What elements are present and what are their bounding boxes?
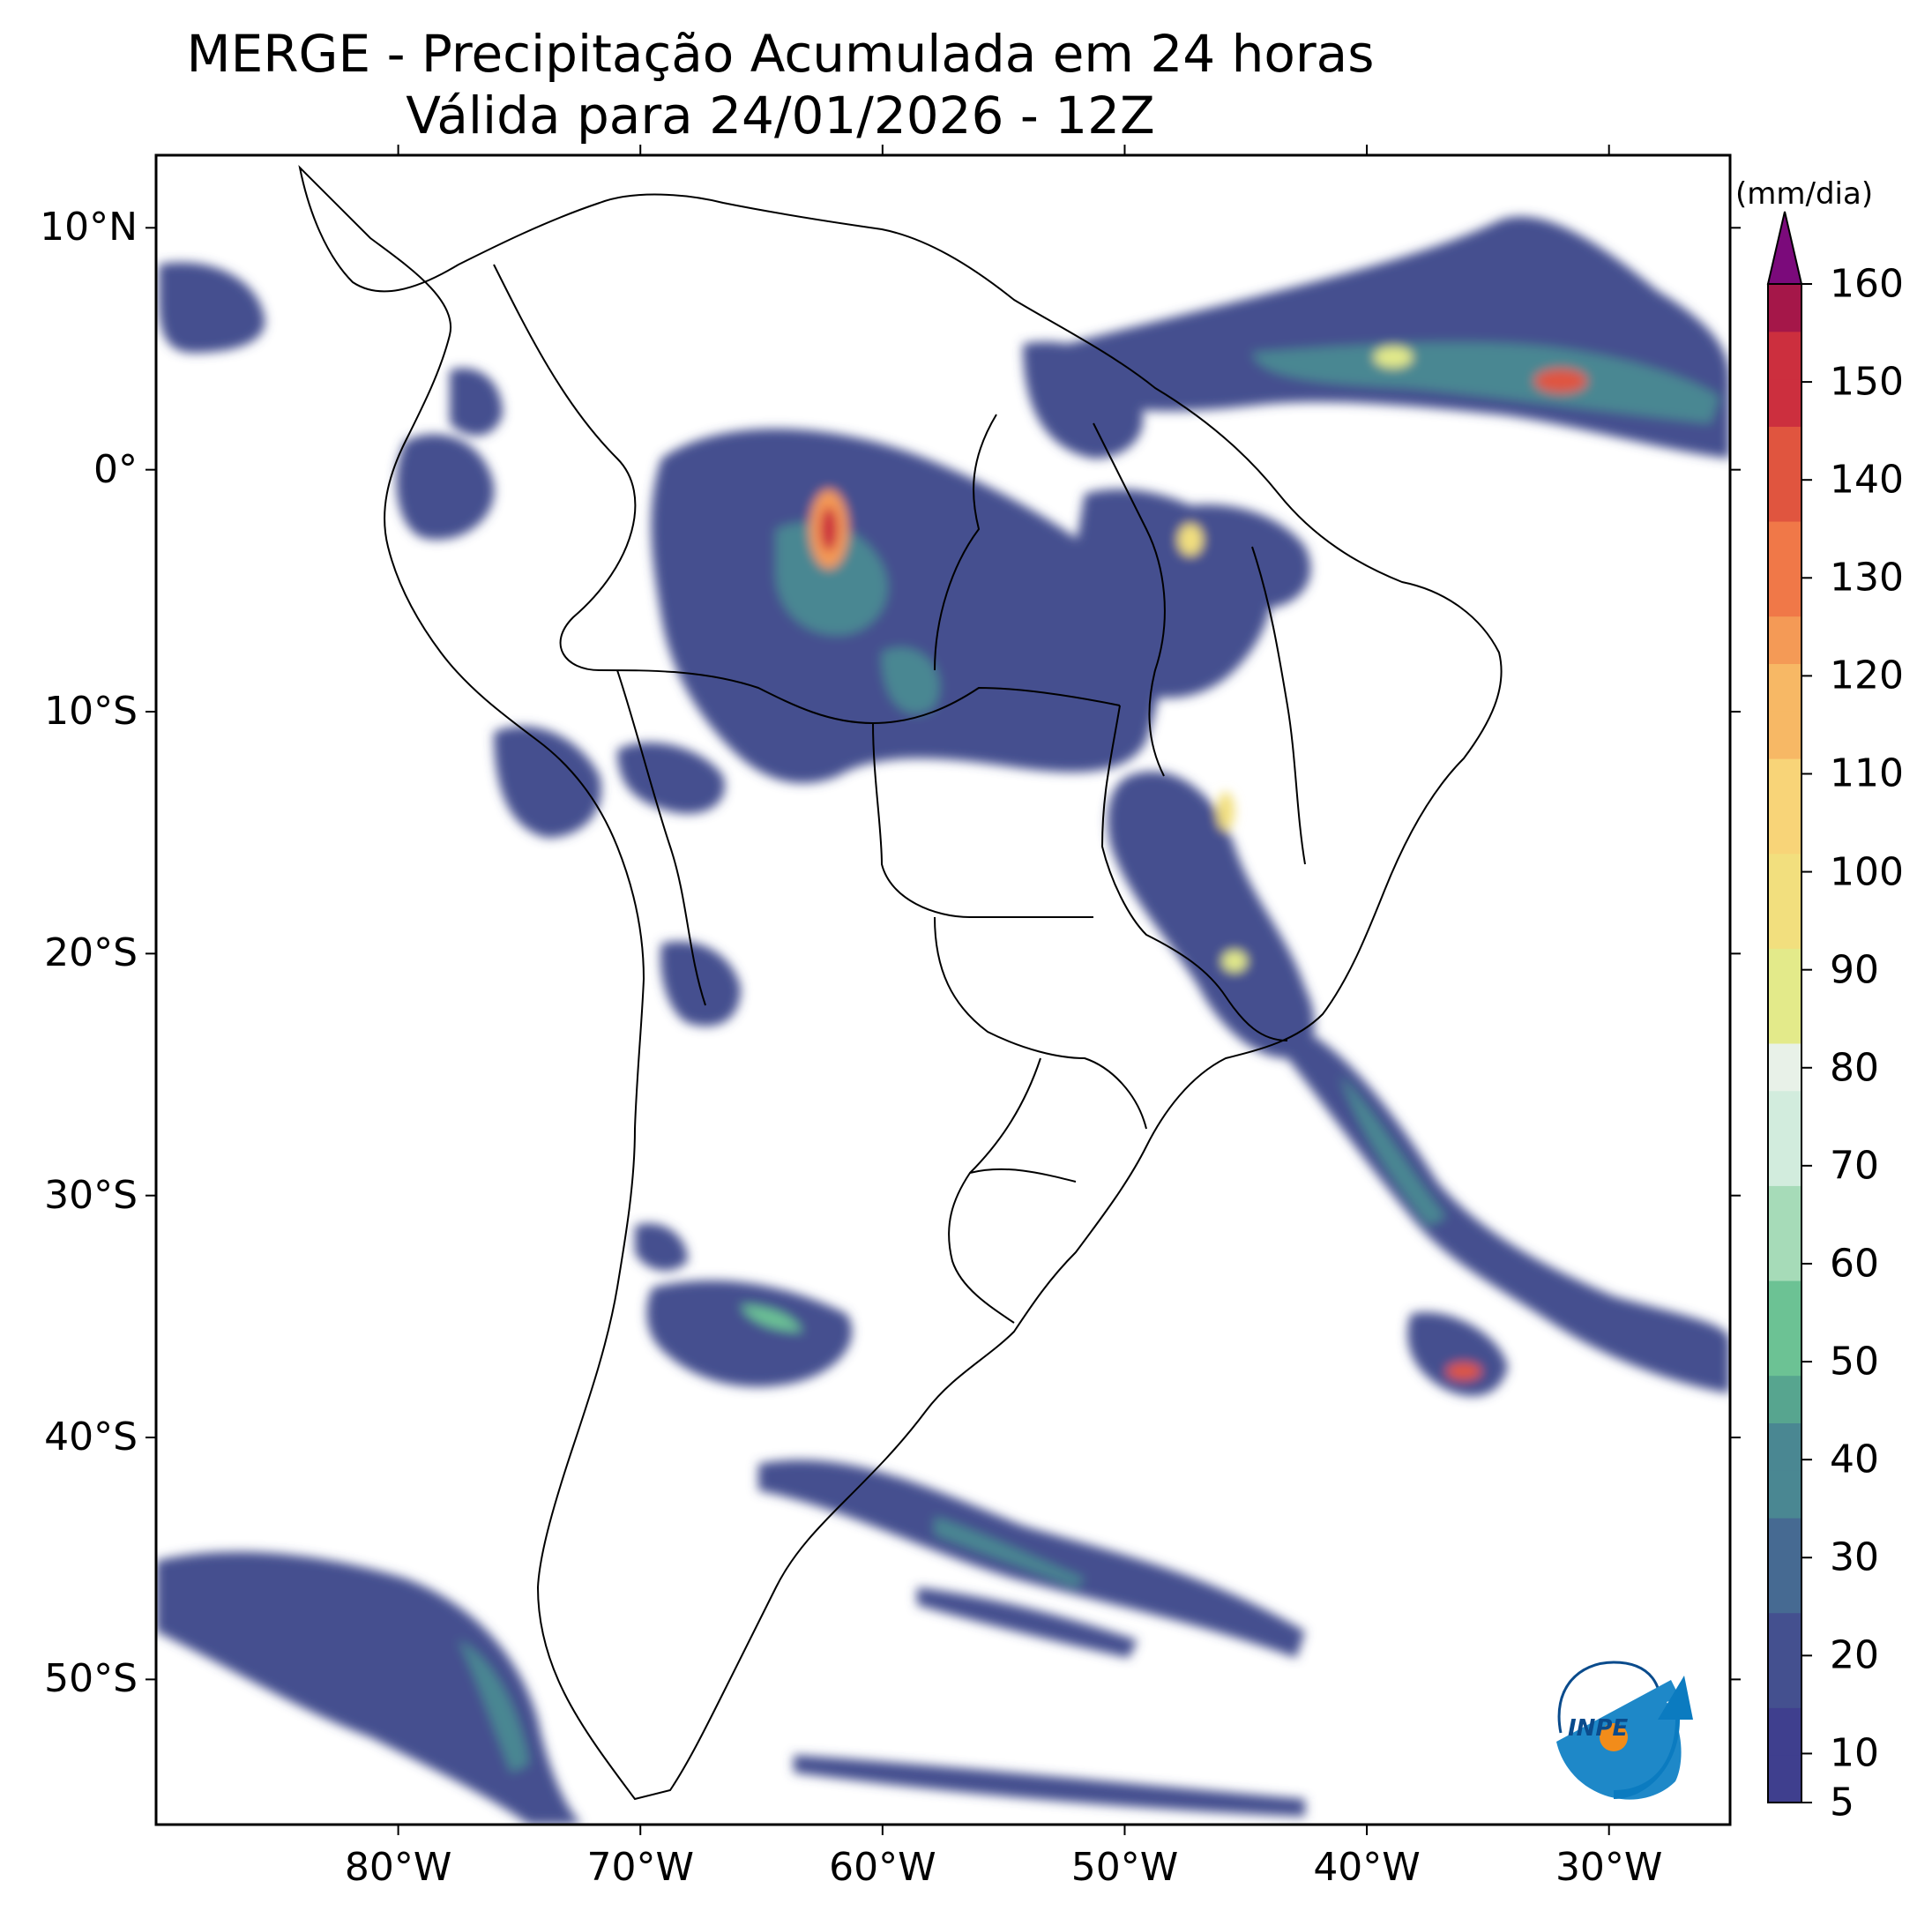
colorbar-band — [1768, 663, 1801, 712]
colorbar-band — [1768, 805, 1801, 855]
colorbar-band — [1768, 900, 1801, 949]
colorbar-band — [1768, 853, 1801, 902]
colorbar-tick-label: 90 — [1830, 947, 1879, 993]
colorbar-tick-label: 20 — [1830, 1632, 1879, 1678]
colorbar-tick-label: 150 — [1830, 359, 1904, 405]
colorbar-band — [1768, 758, 1801, 807]
colorbar-tick-label: 60 — [1830, 1241, 1879, 1287]
colorbar-band — [1768, 568, 1801, 617]
country-borders — [298, 164, 1503, 1801]
colorbar-band — [1768, 616, 1801, 664]
map-frame — [154, 153, 1732, 1826]
inpe-logo-text: INPE — [1568, 1715, 1629, 1742]
colorbar-band — [1768, 1518, 1801, 1566]
colorbar-units: (mm/dia) — [1735, 176, 1874, 212]
colorbar-tick-label: 40 — [1830, 1437, 1879, 1482]
colorbar-tick-label: 130 — [1830, 555, 1904, 601]
colorbar-band — [1768, 1755, 1801, 1803]
colorbar-band — [1768, 711, 1801, 759]
colorbar-tick-label: 10 — [1830, 1730, 1879, 1776]
colorbar-band — [1768, 521, 1801, 570]
latitude-ticks — [145, 227, 1741, 1681]
lon-label: 60°W — [829, 1845, 936, 1890]
lat-label: 0° — [93, 446, 138, 492]
colorbar-tick-label: 5 — [1830, 1780, 1854, 1825]
colorbar-band — [1768, 378, 1801, 427]
longitude-ticks — [397, 145, 1610, 1835]
colorbar-band — [1768, 996, 1801, 1044]
lat-label: 20°S — [44, 930, 138, 976]
lat-label: 10°S — [44, 689, 138, 734]
colorbar-band — [1768, 1612, 1801, 1661]
colorbar-tick-label: 140 — [1830, 457, 1904, 503]
colorbar-tick-label: 100 — [1830, 849, 1904, 895]
map-title: MERGE - Precipitação Acumulada em 24 hor… — [186, 24, 1375, 84]
lon-label: 70°W — [586, 1845, 694, 1890]
lon-label: 80°W — [344, 1845, 452, 1890]
colorbar-extend-arrow — [1766, 211, 1803, 285]
lon-label: 40°W — [1313, 1845, 1421, 1890]
colorbar-band — [1768, 284, 1801, 332]
colorbar-band — [1768, 1138, 1801, 1186]
colorbar-band — [1768, 1375, 1801, 1423]
map-subtitle: Válida para 24/01/2026 - 12Z — [406, 86, 1155, 146]
colorbar-band — [1768, 1043, 1801, 1092]
colorbar-band — [1768, 1233, 1801, 1281]
lat-label: 40°S — [44, 1415, 138, 1460]
colorbar-band — [1768, 1422, 1801, 1471]
colorbar-frame — [1767, 283, 1802, 1803]
colorbar-tick-label: 80 — [1830, 1045, 1879, 1091]
colorbar-band — [1768, 426, 1801, 474]
colorbar-band — [1768, 1185, 1801, 1234]
lat-label: 10°N — [40, 205, 138, 250]
lon-label: 30°W — [1555, 1845, 1663, 1890]
colorbar-band — [1768, 1470, 1801, 1519]
precipitation-field — [156, 216, 1730, 1825]
lon-label: 50°W — [1070, 1845, 1179, 1890]
colorbar-tick-label: 50 — [1830, 1339, 1879, 1385]
colorbar-tick-label: 110 — [1830, 750, 1904, 796]
colorbar-band — [1768, 331, 1801, 380]
lat-label: 30°S — [44, 1172, 138, 1218]
colorbar-tick-label: 120 — [1830, 653, 1904, 698]
lat-label: 50°S — [44, 1656, 138, 1702]
colorbar-tick-label: 160 — [1830, 261, 1904, 307]
colorbar-band — [1768, 1707, 1801, 1756]
colorbar-band — [1768, 1660, 1801, 1708]
colorbar-tick-label: 30 — [1830, 1534, 1879, 1580]
colorbar-band — [1768, 1564, 1801, 1614]
colorbar-tick-label: 70 — [1830, 1143, 1879, 1189]
colorbar-band — [1768, 1280, 1801, 1329]
inpe-logo — [1556, 1661, 1693, 1800]
colorbar-band — [1768, 474, 1801, 522]
colorbar-band — [1768, 1327, 1801, 1377]
colorbar-band — [1768, 1090, 1801, 1139]
colorbar-band — [1768, 948, 1801, 997]
colorbar — [1766, 211, 1812, 1803]
